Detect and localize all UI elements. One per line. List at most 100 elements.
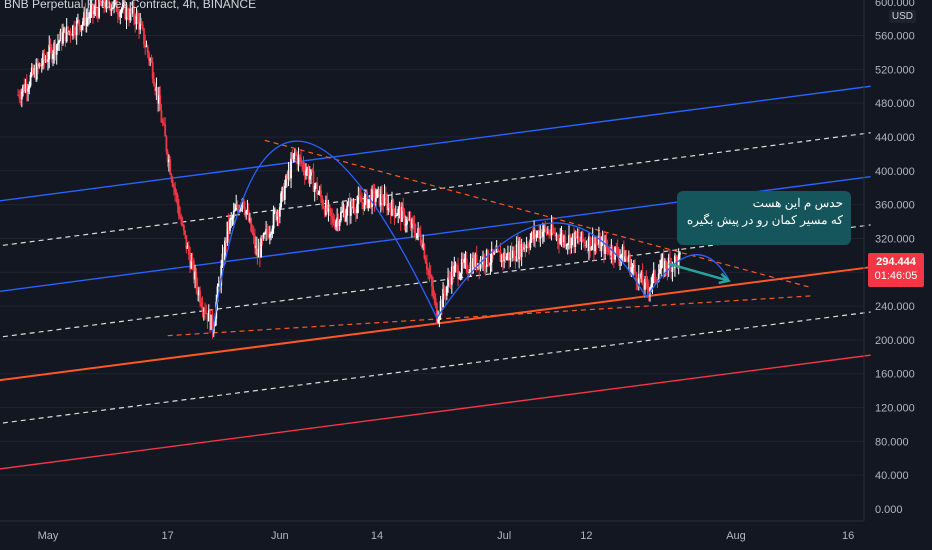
- candle-body: [78, 20, 81, 26]
- candle-body: [642, 284, 645, 290]
- candle-body: [110, 8, 113, 11]
- candle-body: [179, 215, 182, 219]
- candle-body: [657, 273, 660, 282]
- candle-body: [295, 152, 297, 155]
- candle-body: [571, 233, 574, 238]
- candle-body: [158, 95, 160, 104]
- candle-body: [156, 87, 159, 104]
- candle-body: [485, 250, 488, 267]
- candle-body: [393, 209, 396, 217]
- candle-body: [326, 200, 329, 212]
- candle-body: [133, 7, 135, 20]
- candle-body: [265, 229, 268, 233]
- price-tick-label: 440.000: [875, 132, 915, 144]
- candle-body: [488, 264, 491, 266]
- candle-body: [338, 220, 341, 226]
- candle-body: [553, 232, 555, 234]
- candle-body: [200, 303, 203, 307]
- candle-body: [516, 244, 519, 259]
- trend-line: [0, 266, 871, 382]
- candle-body: [20, 91, 23, 100]
- candle-body: [457, 265, 459, 279]
- candle-body: [538, 231, 540, 239]
- candle-body: [402, 206, 405, 211]
- arc-curve: [645, 254, 730, 298]
- candle-body: [315, 183, 317, 186]
- trend-line: [264, 139, 811, 289]
- candle-body: [166, 151, 169, 163]
- candle-body: [242, 199, 245, 208]
- candle-body: [42, 53, 44, 66]
- candle-body: [278, 207, 281, 217]
- time-tick-label: 17: [162, 530, 174, 542]
- candle-body: [313, 185, 316, 192]
- candle-body: [514, 260, 517, 262]
- candle-body: [257, 248, 260, 258]
- currency-badge[interactable]: USD: [888, 10, 916, 23]
- candle-body: [645, 278, 648, 283]
- candle-body: [448, 277, 451, 280]
- candle-body: [635, 272, 638, 282]
- candle-body: [661, 258, 664, 261]
- candle-body: [202, 309, 205, 312]
- candle-body: [583, 240, 585, 242]
- candle-body: [136, 13, 139, 17]
- candle-body: [478, 263, 481, 270]
- candle-body: [679, 252, 681, 255]
- annotation-callout[interactable]: حدس م این هست که مسیر کمان رو در پیش بگی…: [677, 191, 851, 245]
- candle-body: [637, 273, 640, 285]
- candle-body: [221, 253, 224, 266]
- candle-body: [626, 259, 629, 262]
- candle-body: [244, 207, 246, 214]
- candle-body: [189, 254, 191, 269]
- candle-body: [120, 9, 123, 12]
- candle-body: [349, 201, 352, 216]
- candle-body: [376, 189, 378, 198]
- arc-curve: [211, 140, 438, 334]
- candle-body: [320, 190, 322, 198]
- candle-body: [535, 234, 538, 238]
- candle-body: [469, 262, 472, 273]
- candle-body: [266, 229, 269, 234]
- candle-body: [118, 14, 120, 17]
- candle-body: [73, 25, 76, 35]
- candle-body: [411, 219, 413, 228]
- candle-body: [662, 258, 665, 274]
- candle-body: [276, 212, 279, 221]
- candle-body: [229, 219, 231, 231]
- candle-body: [296, 154, 299, 165]
- candle-body: [125, 8, 128, 20]
- candle-body: [99, 0, 102, 5]
- candle-body: [528, 246, 531, 248]
- candle-body: [563, 236, 565, 243]
- candle-body: [651, 275, 654, 285]
- candle-body: [489, 262, 492, 266]
- candle-body: [388, 203, 391, 209]
- candle-body: [131, 7, 134, 14]
- candle-body: [568, 235, 570, 245]
- candle-body: [216, 286, 219, 302]
- candle-body: [646, 282, 649, 289]
- candle-body: [85, 17, 88, 26]
- candle-body: [347, 202, 350, 206]
- candle-body: [181, 223, 184, 225]
- arrow-head: [718, 272, 732, 285]
- bar-countdown: 01:46:05: [874, 270, 918, 282]
- candle-body: [565, 245, 568, 247]
- candle-body: [447, 277, 449, 287]
- candle-body: [600, 242, 603, 252]
- candle-body: [505, 256, 508, 260]
- candle-body: [210, 314, 213, 330]
- candle-body: [212, 326, 215, 333]
- candle-body: [595, 243, 598, 245]
- trend-line: [0, 354, 871, 470]
- time-scale[interactable]: May 17 Jun 14 Jul 12 Aug 16: [38, 530, 855, 542]
- candle-body: [103, 0, 105, 7]
- candle-body: [586, 245, 589, 251]
- candle-body: [498, 251, 501, 253]
- candle-body: [111, 7, 114, 9]
- candle-body: [596, 243, 599, 245]
- candle-body: [384, 193, 387, 199]
- candle-body: [359, 197, 362, 203]
